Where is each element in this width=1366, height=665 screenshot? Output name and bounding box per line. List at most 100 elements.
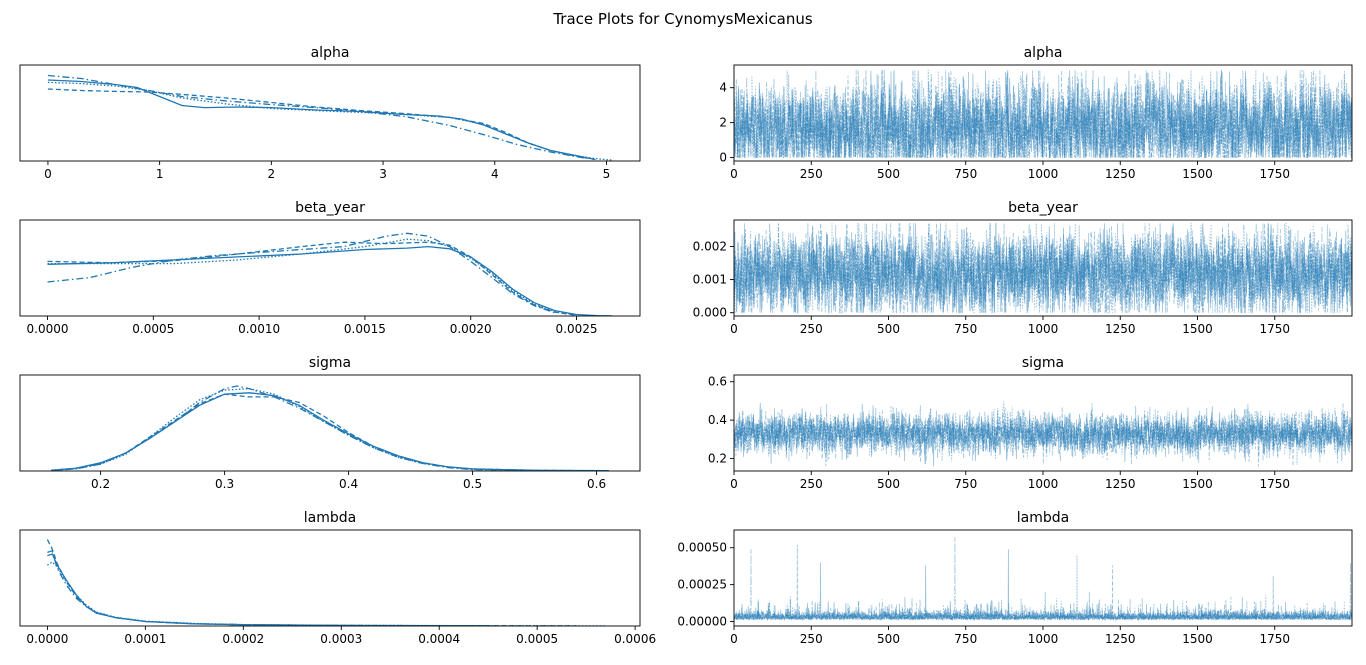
- x-tick-label: 500: [877, 322, 900, 336]
- x-tick-label: 0.0003: [320, 632, 362, 646]
- trace-line-chain-4: [734, 537, 1352, 622]
- x-tick-label: 0.0015: [344, 322, 386, 336]
- x-tick-label: 250: [800, 167, 823, 181]
- y-tick-label: 0.2: [708, 452, 727, 466]
- x-tick-label: 750: [954, 167, 977, 181]
- x-tick-label: 0.0025: [556, 322, 598, 336]
- trace-line-chain-3: [734, 69, 1352, 159]
- x-tick-label: 1250: [1105, 167, 1136, 181]
- x-tick-label: 0: [730, 477, 738, 491]
- panel-lambda-density: lambda 0.0000 0.0001 0.0002 0.0003 0.0004 0.00…: [19, 510, 656, 646]
- panel-title: beta_year: [295, 200, 365, 216]
- y-tick-label: 0.00050: [677, 541, 727, 555]
- x-tick-label: 0.0010: [238, 322, 280, 336]
- x-tick-label: 0: [730, 167, 738, 181]
- trace-line-chain-2: [734, 70, 1352, 159]
- density-line-chain-4: [47, 232, 556, 314]
- x-tick-label: 0.2: [91, 477, 110, 491]
- x-tick-label: 1750: [1259, 632, 1290, 646]
- density-line-chain-2: [47, 88, 596, 161]
- x-tick-label: 750: [954, 477, 977, 491]
- x-tick-label: 0.0006: [614, 632, 656, 646]
- density-line-chain-3: [47, 238, 577, 316]
- trace-line-chain-3: [734, 401, 1352, 465]
- y-tick-label: 0.00000: [677, 615, 727, 629]
- x-tick-label: 1500: [1182, 167, 1213, 181]
- panel-title: lambda: [1017, 510, 1069, 526]
- x-tick-label: 0.0020: [450, 322, 492, 336]
- y-tick-label: 0.00025: [677, 578, 727, 592]
- y-tick-label: 0.6: [708, 375, 727, 389]
- axes-frame: [19, 219, 641, 317]
- x-tick-label: 4: [491, 167, 499, 181]
- x-tick-label: 1500: [1182, 322, 1213, 336]
- x-tick-label: 500: [877, 477, 900, 491]
- x-tick-label: 750: [954, 322, 977, 336]
- x-tick-label: 500: [877, 167, 900, 181]
- x-tick-label: 0.6: [587, 477, 606, 491]
- x-tick-label: 1750: [1259, 477, 1290, 491]
- x-tick-label: 1250: [1105, 632, 1136, 646]
- panel-sigma-density: sigma 0.2 0.3 0.4 0.5 0.6: [19, 355, 641, 491]
- x-tick-label: 0.3: [215, 477, 234, 491]
- panel-title: lambda: [304, 510, 356, 526]
- x-tick-label: 1: [156, 167, 164, 181]
- x-tick-label: 5: [603, 167, 611, 181]
- x-tick-label: 0.0005: [132, 322, 174, 336]
- panel-title: alpha: [311, 45, 350, 61]
- trace-line-chain-4: [734, 403, 1352, 467]
- x-tick-label: 0: [730, 632, 738, 646]
- trace-line-chain-4: [734, 222, 1352, 314]
- panel-beta-year-trace: beta_year 0 250 500 750 1000 1250 1500 1750 0.000…: [693, 200, 1353, 336]
- trace-line-chain-3: [734, 555, 1352, 622]
- panel-beta-year-density: beta_year 0.0000 0.0005 0.0010 0.0015 0.0020 0…: [19, 200, 641, 336]
- panel-title: sigma: [1022, 355, 1064, 371]
- density-line-chain-2: [47, 241, 577, 316]
- density-line-chain-4: [50, 385, 535, 471]
- trace-line-chain-2: [734, 403, 1352, 467]
- x-tick-label: 250: [800, 322, 823, 336]
- x-tick-label: 0.0001: [124, 632, 166, 646]
- plot-area: [46, 539, 606, 626]
- x-tick-label: 0: [730, 322, 738, 336]
- panel-sigma-trace: sigma 0 250 500 750 1000 1250 1500 1750 0.2 0.4 0.6: [708, 355, 1353, 491]
- x-tick-label: 0.0002: [222, 632, 264, 646]
- plot-area: [734, 537, 1352, 622]
- x-tick-label: 1750: [1259, 322, 1290, 336]
- figure-title: Trace Plots for CynomysMexicanus: [552, 10, 813, 28]
- y-tick-label: 0.000: [693, 306, 727, 320]
- x-tick-label: 0.0000: [26, 632, 68, 646]
- y-tick-label: 2: [719, 116, 727, 130]
- x-tick-label: 1250: [1105, 477, 1136, 491]
- x-tick-label: 1000: [1028, 632, 1059, 646]
- y-tick-label: 0: [719, 151, 727, 165]
- trace-line-chain-2: [734, 544, 1352, 622]
- trace-line-chain-3: [734, 222, 1352, 314]
- plot-area: [47, 232, 613, 316]
- trace-line-chain-2: [734, 222, 1352, 314]
- panel-alpha-trace: alpha 0 250 500 750 1000 1250 1500 1750 0 2 4: [719, 45, 1353, 181]
- x-tick-label: 1500: [1182, 477, 1213, 491]
- x-tick-label: 2: [268, 167, 276, 181]
- x-tick-label: 3: [379, 167, 387, 181]
- plot-area: [734, 401, 1352, 467]
- y-tick-label: 0.001: [693, 273, 727, 287]
- x-tick-label: 0.4: [339, 477, 358, 491]
- axes-frame: [19, 374, 641, 472]
- trace-line-chain-1: [734, 402, 1352, 467]
- x-tick-label: 1250: [1105, 322, 1136, 336]
- density-line-chain-4: [47, 74, 585, 159]
- x-tick-label: 0.5: [463, 477, 482, 491]
- x-tick-label: 250: [800, 632, 823, 646]
- plot-area: [734, 222, 1352, 314]
- panel-lambda-trace: lambda 0 250 500 750 1000 1250 1500 1750 0.00000 0…: [677, 510, 1353, 646]
- x-tick-label: 1000: [1028, 322, 1059, 336]
- plot-area: [47, 74, 613, 161]
- x-tick-label: 750: [954, 632, 977, 646]
- x-tick-label: 250: [800, 477, 823, 491]
- x-tick-label: 1000: [1028, 477, 1059, 491]
- panel-title: beta_year: [1008, 200, 1078, 216]
- plot-area: [50, 385, 610, 471]
